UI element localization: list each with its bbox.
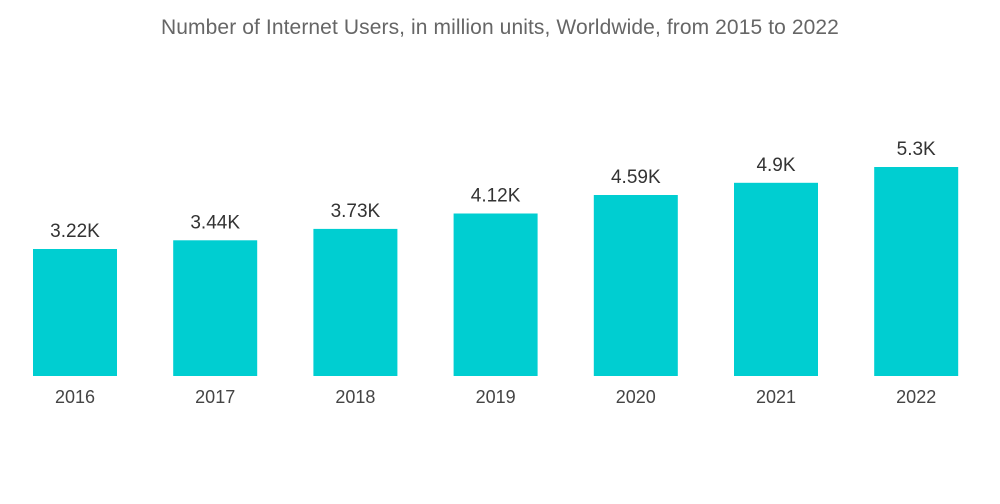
value-label-2020: 4.59K	[611, 167, 661, 188]
x-tick-label-2020: 2020	[616, 387, 656, 407]
bar-2022	[874, 167, 959, 376]
bar-2019	[453, 213, 538, 376]
value-label-2018: 3.73K	[331, 201, 381, 222]
value-label-2016: 3.22K	[50, 221, 100, 242]
x-tick-label-2022: 2022	[896, 387, 936, 407]
bar-2020	[593, 195, 678, 376]
x-tick-label-2017: 2017	[195, 387, 235, 407]
x-tick-label-2021: 2021	[756, 387, 796, 407]
value-labels-layer: 3.22K 3.44K 3.73K 4.12K 4.59K 4.9K 5.3K	[50, 139, 936, 242]
chart-title: Number of Internet Users, in million uni…	[161, 16, 839, 39]
value-label-2021: 4.9K	[756, 155, 795, 176]
value-label-2019: 4.12K	[471, 186, 521, 207]
x-tick-label-2019: 2019	[476, 387, 516, 407]
value-label-2022: 5.3K	[897, 139, 936, 160]
bar-2021	[734, 182, 818, 376]
bar-2018	[313, 228, 398, 376]
bar-2017	[173, 240, 258, 376]
value-label-2017: 3.44K	[190, 212, 240, 233]
bars-layer	[33, 167, 959, 376]
x-tick-labels-layer: 2016 2017 2018 2019 2020 2021 2022	[55, 387, 936, 407]
x-tick-label-2018: 2018	[335, 387, 375, 407]
bar-2016	[33, 249, 117, 376]
x-tick-label-2016: 2016	[55, 387, 95, 407]
